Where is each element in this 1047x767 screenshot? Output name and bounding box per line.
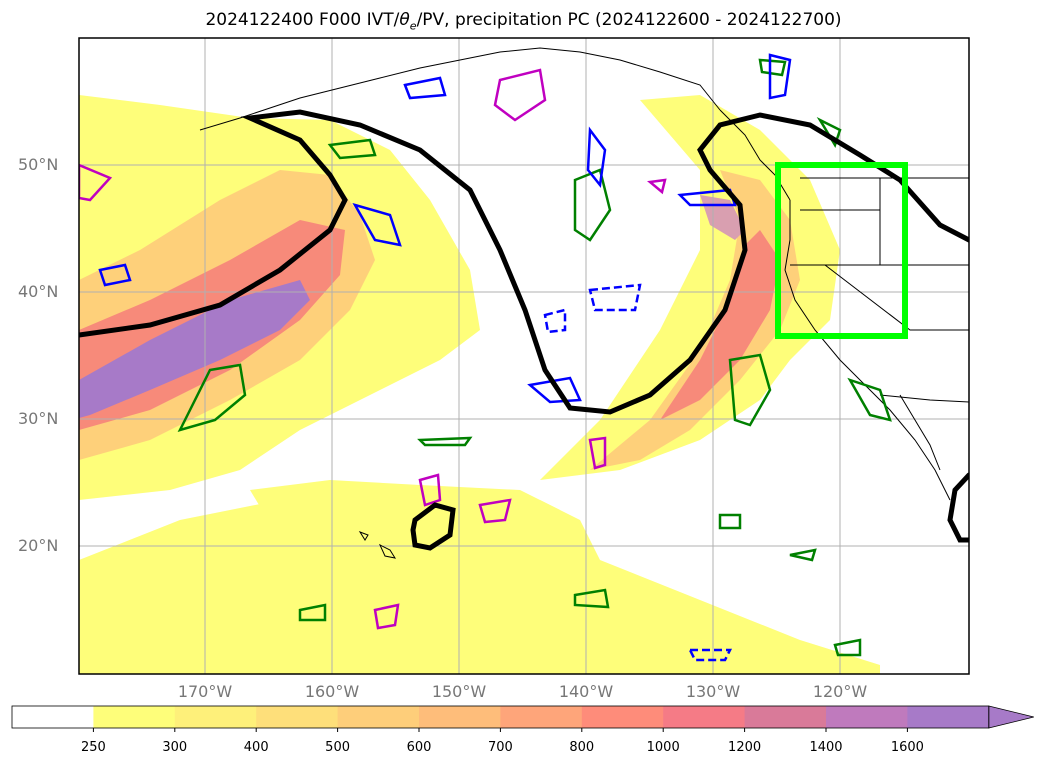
green-contour xyxy=(573,588,610,609)
magenta-contour xyxy=(418,473,442,507)
blue-contour xyxy=(768,53,792,100)
lat-label-20: 20°N xyxy=(18,536,59,555)
green-contour xyxy=(327,138,377,160)
ivt-red-east xyxy=(660,230,780,420)
green-contour xyxy=(298,603,327,622)
colorbar-swatch xyxy=(907,706,990,728)
us-west-coast xyxy=(784,200,951,501)
lon-label-130w: 130°W xyxy=(685,682,741,701)
blue-contour xyxy=(687,648,733,662)
magenta-contours xyxy=(79,68,667,630)
magenta-contour xyxy=(493,68,547,122)
green-contour xyxy=(417,436,473,447)
blue-contour xyxy=(586,126,607,189)
colorbar-swatch xyxy=(256,706,339,728)
target-region-box xyxy=(775,162,908,339)
lon-label-140w: 140°W xyxy=(558,682,614,701)
magenta-contour xyxy=(79,163,113,202)
colorbar-tick-label: 250 xyxy=(80,740,106,755)
green-contour xyxy=(573,168,612,242)
colorbar-extend-arrow xyxy=(988,705,1034,729)
colorbar-tick-label: 400 xyxy=(243,740,269,755)
theta-contours xyxy=(79,109,969,551)
magenta-contour xyxy=(478,498,512,524)
map-title: 2024122400 F000 IVT/θe/PV, precipitation… xyxy=(205,10,842,33)
theta-contour-main xyxy=(79,109,969,415)
magenta-contour xyxy=(647,178,667,195)
green-contour xyxy=(833,638,862,657)
baja xyxy=(899,394,941,471)
theta-contour-loop xyxy=(410,502,456,551)
lon-label-120w: 120°W xyxy=(812,682,868,701)
colorbar-tick-label: 700 xyxy=(487,740,513,755)
colorbar-swatch xyxy=(174,706,257,728)
green-contour xyxy=(718,513,742,530)
hawaii-2 xyxy=(358,531,369,541)
mexico-border xyxy=(879,394,969,403)
ivt-purple-west xyxy=(79,280,310,418)
colorbar-tick-label: 1600 xyxy=(890,740,924,755)
green-contours xyxy=(177,58,892,657)
green-contour xyxy=(789,548,817,562)
lat-label-40: 40°N xyxy=(18,282,59,301)
ivt-yellow-center xyxy=(250,480,560,560)
lat-label-50: 50°N xyxy=(18,155,59,174)
magenta-contour xyxy=(373,603,400,630)
lon-label-170w: 170°W xyxy=(177,682,233,701)
blue-contour xyxy=(543,308,567,334)
ivt-shading xyxy=(79,95,880,674)
lon-label-150w: 150°W xyxy=(431,682,487,701)
colorbar-tick-label: 600 xyxy=(406,740,432,755)
colorbar-swatch xyxy=(93,706,176,728)
colorbar xyxy=(11,705,1034,732)
colorbar-tick-label: 1000 xyxy=(646,740,680,755)
lat-label-30: 30°N xyxy=(18,409,59,428)
colorbar-swatch xyxy=(419,706,501,728)
colorbar-swatch xyxy=(663,706,746,728)
green-contour xyxy=(728,353,772,427)
colorbar-swatch xyxy=(744,706,827,728)
blue-contour xyxy=(352,202,402,247)
green-contour xyxy=(758,58,787,77)
state-border-5 xyxy=(824,264,969,331)
green-contour xyxy=(847,377,892,422)
alaska-coast xyxy=(199,47,721,131)
colorbar-swatch xyxy=(581,706,664,728)
colorbar-tick-label: 800 xyxy=(569,740,595,755)
lon-label-160w: 160°W xyxy=(304,682,360,701)
blue-contour xyxy=(527,376,582,404)
colorbar-tick-label: 1200 xyxy=(728,740,762,755)
hawaii-1 xyxy=(378,543,397,559)
colorbar-swatch xyxy=(500,706,583,728)
magenta-contour xyxy=(588,436,607,470)
blue-contour xyxy=(403,76,447,100)
green-contour xyxy=(816,116,842,148)
colorbar-swatch xyxy=(337,706,420,728)
colorbar-swatch xyxy=(826,706,908,728)
colorbar-swatch xyxy=(12,706,94,728)
theta-contour-east xyxy=(947,472,969,543)
blue-contour xyxy=(588,283,642,312)
colorbar-tick-label: 300 xyxy=(162,740,188,755)
colorbar-tick-label: 1400 xyxy=(809,740,843,755)
blue-contour xyxy=(98,263,132,287)
map-canvas xyxy=(79,38,969,674)
blue-contours xyxy=(98,53,792,662)
green-contour xyxy=(177,363,247,432)
map-frame xyxy=(78,37,970,675)
colorbar-tick-label: 500 xyxy=(325,740,351,755)
blue-contour xyxy=(677,188,737,207)
